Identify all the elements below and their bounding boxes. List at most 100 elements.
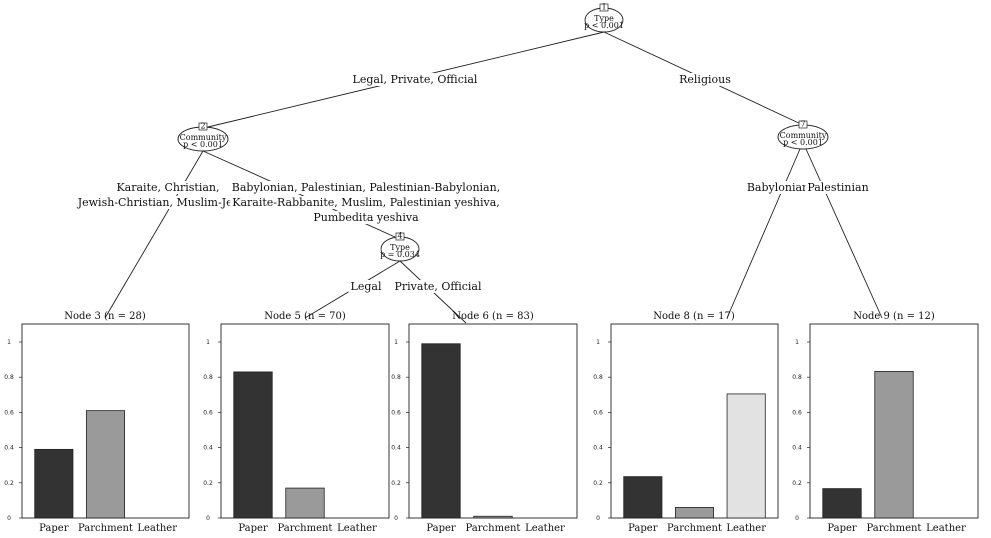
category-label: Paper — [628, 523, 658, 534]
inner-node-id: 4 — [397, 232, 402, 241]
category-label: Paper — [238, 523, 268, 534]
edge-label-n2-left: Jewish-Christian, Muslim-Jewish — [77, 196, 259, 209]
terminal-node-panels: Node 3 (n = 28) 0 0.2 0.4 0.6 0.8 1 Paper Parchm… — [4, 311, 979, 534]
category-label: Paper — [39, 523, 69, 534]
edge-label-background — [392, 280, 484, 293]
terminal-node-panel: Node 5 (n = 70) 0 0.2 0.4 0.6 0.8 1 Paper Parchm… — [203, 311, 390, 534]
y-tick-label: 0.2 — [203, 480, 213, 487]
y-tick-label: 1 — [394, 339, 398, 346]
y-tick-label: 0.8 — [203, 374, 213, 381]
edge-label-n7-left: Babylonian — [747, 181, 809, 194]
bar-paper — [421, 343, 461, 519]
y-tick-label: 0.8 — [792, 374, 802, 381]
category-label: Leather — [525, 523, 565, 534]
y-tick-label: 0.2 — [792, 480, 802, 487]
category-label: Parchment — [278, 523, 333, 534]
inner-node-variable: Community — [780, 131, 827, 140]
bar-paper — [822, 488, 862, 519]
panel-title: Node 6 (n = 83) — [452, 311, 534, 322]
terminal-node-panel: Node 3 (n = 28) 0 0.2 0.4 0.6 0.8 1 Paper Parchm… — [4, 311, 190, 534]
bar-parchment — [285, 487, 325, 519]
panel-title: Node 9 (n = 12) — [853, 311, 935, 322]
edge-label-background — [348, 280, 384, 293]
category-label: Leather — [726, 523, 766, 534]
inner-node-id-box — [395, 232, 405, 241]
panel-title: Node 3 (n = 28) — [64, 311, 146, 322]
edge-label-n2-right: Karaite-Rabbanite, Muslim, Palestinian y… — [232, 196, 500, 209]
edge-label-n1-left: Legal, Private, Official — [353, 73, 478, 86]
edge-label-background — [350, 73, 480, 86]
y-tick-label: 0 — [7, 515, 11, 522]
category-label: Leather — [137, 523, 177, 534]
bar-parchment — [674, 507, 715, 519]
y-tick-label: 0.2 — [593, 480, 603, 487]
tree-edge — [805, 148, 883, 319]
y-tick-label: 1 — [206, 339, 210, 346]
edge-label-background — [311, 211, 422, 224]
y-tick-label: 0.8 — [593, 374, 603, 381]
y-tick-label: 0.8 — [4, 374, 14, 381]
edge-label-background — [805, 181, 871, 194]
category-label: Parchment — [78, 523, 133, 534]
category-label: Parchment — [867, 523, 922, 534]
tree-edges — [104, 31, 883, 324]
y-tick-label: 0.4 — [391, 445, 401, 452]
edge-label-background — [114, 181, 222, 194]
terminal-node-panel: Node 9 (n = 12) 0 0.2 0.4 0.6 0.8 1 Paper Parchm… — [792, 311, 979, 534]
edge-label-n1-right: Religious — [679, 73, 731, 86]
bar-parchment — [473, 515, 513, 519]
category-label: Paper — [827, 523, 857, 534]
bar-paper — [623, 476, 663, 519]
y-tick-label: 1 — [7, 339, 11, 346]
y-tick-label: 0 — [795, 515, 799, 522]
edge-label-background — [229, 181, 503, 194]
y-tick-label: 0.6 — [4, 409, 14, 416]
terminal-node-panel: Node 8 (n = 17) 0 0.2 0.4 0.6 0.8 1 Paper Parchm… — [593, 311, 779, 534]
y-tick-label: 0.6 — [203, 409, 213, 416]
inner-node-id: 7 — [800, 120, 805, 129]
inner-node-pvalue: p = 0.034 — [380, 250, 420, 259]
y-tick-label: 1 — [596, 339, 600, 346]
bar-parchment — [874, 370, 914, 519]
edge-label-background — [74, 196, 261, 209]
bar-paper — [233, 371, 273, 519]
y-tick-label: 0.4 — [792, 445, 802, 452]
y-tick-label: 0.6 — [391, 409, 401, 416]
edge-label-background — [230, 196, 502, 209]
edge-label-n4-right: Private, Official — [395, 280, 482, 293]
tree-edge-labels: Legal, Private, Official Religious Karaite… — [74, 73, 871, 293]
inner-node-variable: Type — [594, 14, 614, 23]
y-tick-label: 0.8 — [391, 374, 401, 381]
bar-parchment — [85, 410, 126, 519]
edge-label-background — [677, 73, 734, 86]
y-tick-label: 0 — [394, 515, 398, 522]
edge-label-n4-left: Legal — [351, 280, 382, 293]
inner-node-pvalue: p < 0.001 — [584, 21, 624, 30]
y-tick-label: 0.2 — [391, 480, 401, 487]
y-tick-label: 0.6 — [792, 409, 802, 416]
inner-node-pvalue: p < 0.001 — [783, 138, 823, 147]
inner-node-pvalue: p < 0.001 — [183, 140, 223, 149]
category-label: Parchment — [667, 523, 722, 534]
bar-paper — [34, 448, 74, 519]
edge-label-n2-left: Karaite, Christian, — [116, 181, 219, 194]
tree-edge — [104, 150, 204, 319]
edge-label-n2-right: Pumbedita yeshiva — [313, 211, 419, 224]
edge-label-n2-right: Babylonian, Palestinian, Palestinian-Bab… — [232, 181, 500, 194]
category-label: Paper — [426, 523, 456, 534]
terminal-node-panel: Node 6 (n = 83) 0 0.2 0.4 0.6 0.8 1 Paper Parchm… — [391, 311, 578, 534]
category-label: Leather — [926, 523, 966, 534]
inner-node-variable: Community — [180, 133, 227, 142]
edge-label-background — [744, 181, 812, 194]
edge-label-n7-right: Palestinian — [807, 181, 868, 194]
panel-title: Node 5 (n = 70) — [264, 311, 346, 322]
y-tick-label: 0.4 — [203, 445, 213, 452]
y-tick-label: 0 — [596, 515, 600, 522]
bar-leather — [726, 393, 766, 519]
